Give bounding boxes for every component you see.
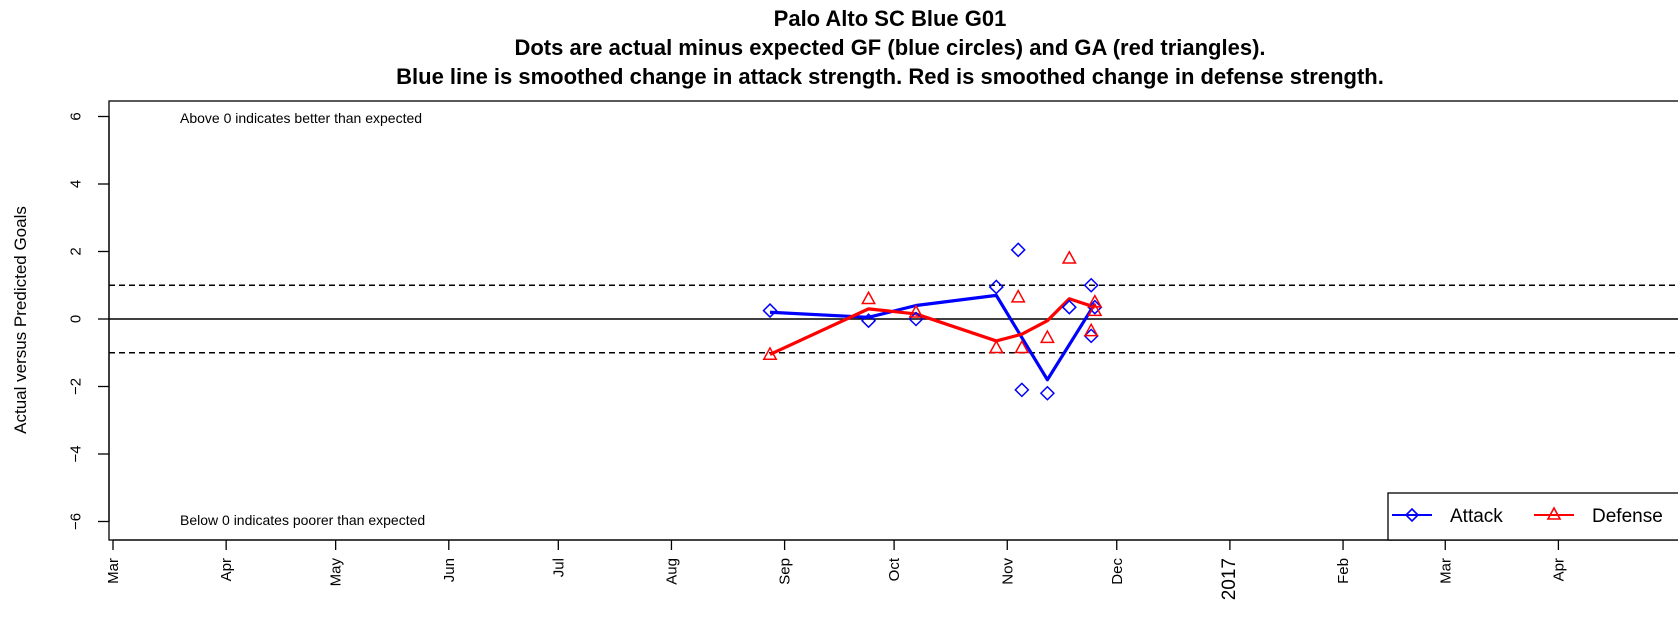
defense-point [762, 346, 778, 360]
attack-point [1010, 242, 1026, 258]
legend-attack-marker [1404, 507, 1420, 523]
x-tick-label: Oct [886, 557, 903, 581]
x-tick-label: Nov [999, 558, 1016, 585]
y-axis: −6 −4 −2 0 2 4 6 [67, 112, 110, 530]
defense-point [988, 339, 1004, 354]
attack-point [762, 303, 778, 319]
defense-smoothed-line [769, 297, 1096, 356]
attack-smoothed-line [769, 293, 1097, 382]
defense-point [1014, 339, 1030, 354]
chart-title-line-2: Dots are actual minus expected GF (blue … [514, 35, 1265, 60]
x-tick-label: 2017 [1219, 558, 1240, 600]
y-tick-label: 0 [67, 315, 84, 323]
y-tick-label: 2 [67, 247, 84, 255]
x-tick-label: May [328, 558, 345, 587]
defense-point [908, 304, 924, 318]
x-tick-label: Dec [1109, 558, 1126, 585]
defense-point [861, 290, 877, 305]
x-tick-label: Jun [441, 558, 458, 582]
legend: Attack Defense [1387, 492, 1678, 541]
plot-frame [108, 100, 1678, 541]
defense-point [1083, 322, 1099, 337]
x-tick-label: Apr [218, 558, 235, 581]
y-tick-label: 4 [67, 180, 84, 188]
x-axis: Mar Apr May Jun Jul Aug Sep Oct Nov Dec 2017 Feb Mar… [105, 539, 1567, 600]
legend-defense-label: Defense [1592, 506, 1663, 527]
annotation-below: Below 0 indicates poorer than expected [180, 512, 425, 528]
legend-attack-label: Attack [1450, 506, 1503, 527]
defense-point [1087, 302, 1103, 317]
series-lines [769, 293, 1097, 382]
defense-point [1039, 329, 1055, 344]
defense-point [1061, 250, 1077, 264]
x-tick-label: Sep [777, 558, 794, 585]
legend-box [1387, 492, 1678, 541]
attack-point [988, 279, 1004, 295]
y-tick-label: −4 [67, 445, 84, 462]
attack-point [1039, 385, 1055, 401]
attack-point [1061, 299, 1077, 315]
chart-title-line-3: Blue line is smoothed change in attack s… [396, 64, 1384, 89]
x-tick-label: Aug [663, 558, 680, 585]
defense-point [1087, 294, 1103, 308]
attack-point [1083, 277, 1099, 293]
attack-point [860, 313, 877, 329]
x-tick-label: Jul [550, 558, 567, 577]
x-tick-label: Mar [105, 558, 122, 584]
chart-titles: Palo Alto SC Blue G01 Dots are actual mi… [396, 6, 1384, 89]
x-tick-label: Apr [1550, 558, 1567, 581]
y-tick-label: −6 [67, 513, 84, 530]
x-tick-label: Feb [1335, 558, 1352, 584]
legend-defense-marker [1546, 506, 1562, 520]
y-tick-label: 6 [67, 112, 84, 120]
chart-title-line-1: Palo Alto SC Blue G01 [774, 6, 1007, 31]
reference-lines [109, 284, 1678, 354]
annotation-above: Above 0 indicates better than expected [180, 110, 422, 126]
defense-point [1010, 289, 1026, 303]
y-tick-label: −2 [67, 378, 84, 395]
series-points [762, 242, 1103, 401]
y-axis-label: Actual versus Predicted Goals [11, 206, 30, 434]
x-tick-label: Mar [1437, 558, 1454, 584]
attack-point [1014, 382, 1030, 398]
